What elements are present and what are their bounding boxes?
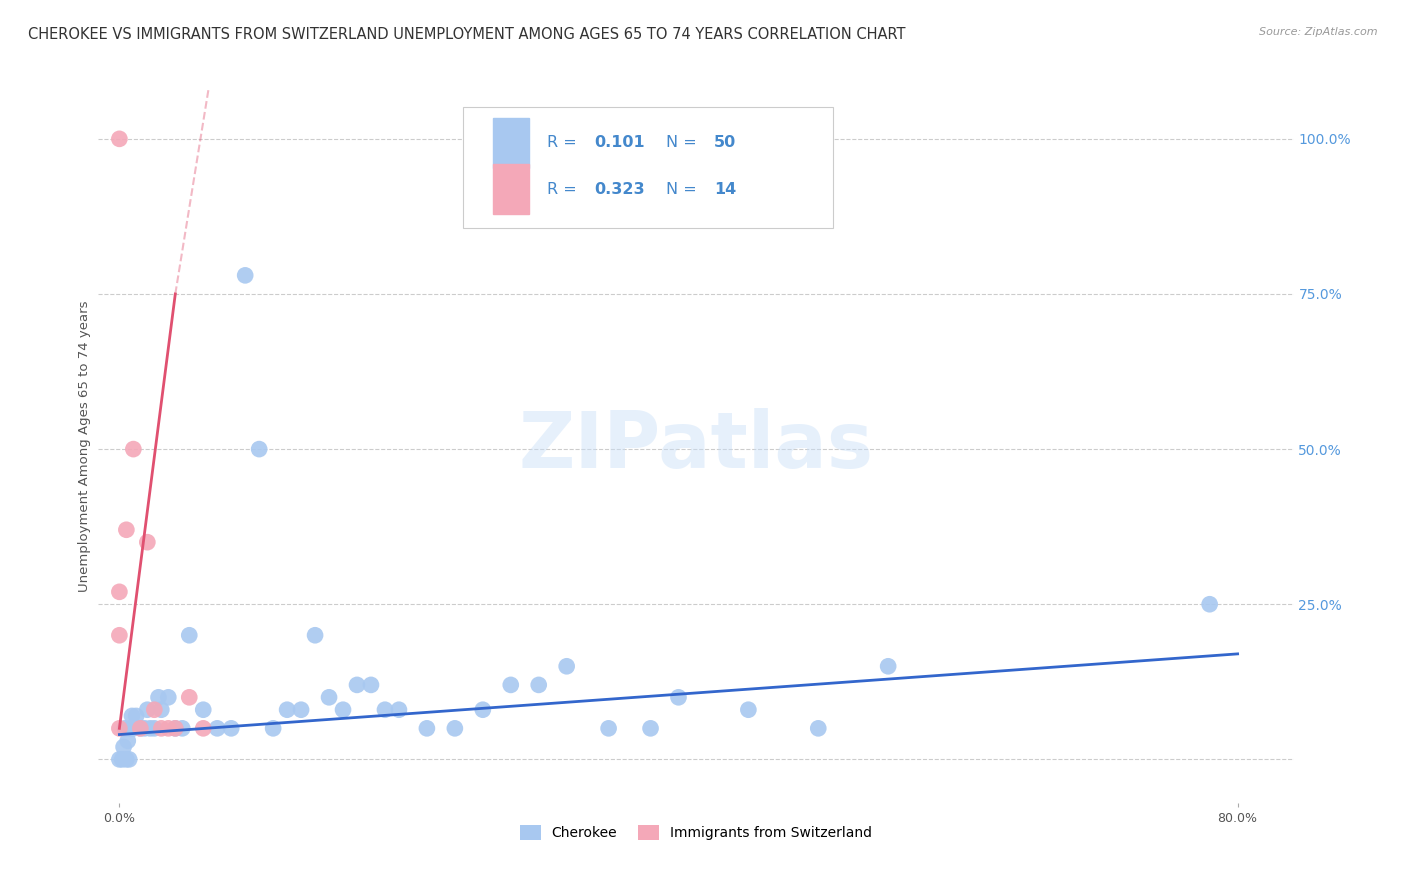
Point <box>318 690 340 705</box>
Point <box>150 722 173 736</box>
Point <box>114 722 136 736</box>
Text: 0.323: 0.323 <box>595 182 645 196</box>
Text: CHEROKEE VS IMMIGRANTS FROM SWITZERLAND UNEMPLOYMENT AMONG AGES 65 TO 74 YEARS C: CHEROKEE VS IMMIGRANTS FROM SWITZERLAND … <box>28 27 905 42</box>
Point <box>150 703 173 717</box>
Text: ZIPatlas: ZIPatlas <box>519 408 873 484</box>
Point <box>179 690 201 705</box>
Point <box>122 442 145 456</box>
Point <box>219 722 242 736</box>
Point <box>129 722 152 736</box>
Point <box>108 584 131 599</box>
Point <box>148 690 170 705</box>
Point <box>143 703 166 717</box>
Point <box>134 722 156 736</box>
Point <box>179 628 201 642</box>
Text: 0.101: 0.101 <box>595 136 645 150</box>
Point <box>304 628 326 642</box>
Point <box>807 722 830 736</box>
Point <box>108 722 131 736</box>
Point <box>233 268 256 283</box>
Point <box>346 678 368 692</box>
FancyBboxPatch shape <box>494 118 529 168</box>
Point <box>247 442 270 456</box>
Point <box>165 722 187 736</box>
Text: N =: N = <box>666 136 702 150</box>
Point <box>499 678 522 692</box>
Point <box>1198 597 1220 611</box>
Point <box>276 703 298 717</box>
Point <box>360 678 382 692</box>
Point <box>332 703 354 717</box>
Point <box>108 752 131 766</box>
Point <box>111 752 134 766</box>
Point <box>120 722 142 736</box>
Point <box>471 703 494 717</box>
Point <box>193 703 215 717</box>
Point <box>139 722 162 736</box>
Point <box>115 523 138 537</box>
Point <box>118 752 141 766</box>
Point <box>117 733 139 747</box>
Point <box>136 703 159 717</box>
Point <box>207 722 229 736</box>
Legend: Cherokee, Immigrants from Switzerland: Cherokee, Immigrants from Switzerland <box>515 820 877 846</box>
Point <box>668 690 690 705</box>
Point <box>122 722 145 736</box>
Point <box>143 722 166 736</box>
Point <box>157 690 180 705</box>
Text: Source: ZipAtlas.com: Source: ZipAtlas.com <box>1260 27 1378 37</box>
Point <box>129 722 152 736</box>
Point <box>262 722 284 736</box>
Point <box>527 678 550 692</box>
Text: 50: 50 <box>714 136 737 150</box>
Point <box>388 703 411 717</box>
Point <box>640 722 662 736</box>
Point <box>877 659 900 673</box>
Y-axis label: Unemployment Among Ages 65 to 74 years: Unemployment Among Ages 65 to 74 years <box>79 301 91 591</box>
Point <box>193 722 215 736</box>
Point <box>737 703 759 717</box>
Point <box>112 739 135 754</box>
FancyBboxPatch shape <box>463 107 834 228</box>
Point <box>444 722 467 736</box>
Point <box>108 628 131 642</box>
Text: R =: R = <box>547 182 582 196</box>
Text: N =: N = <box>666 182 702 196</box>
Point <box>125 709 148 723</box>
Point <box>374 703 396 717</box>
Point <box>165 722 187 736</box>
Point <box>172 722 194 736</box>
Point <box>555 659 578 673</box>
Point <box>108 132 131 146</box>
Point <box>121 709 143 723</box>
Point <box>598 722 620 736</box>
Point <box>115 752 138 766</box>
Text: R =: R = <box>547 136 582 150</box>
Point <box>290 703 312 717</box>
Point <box>157 722 180 736</box>
Point <box>416 722 439 736</box>
FancyBboxPatch shape <box>494 164 529 214</box>
Text: 14: 14 <box>714 182 737 196</box>
Point <box>136 535 159 549</box>
